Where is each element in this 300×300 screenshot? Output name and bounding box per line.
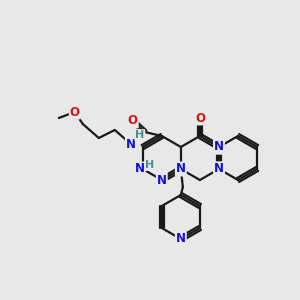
Text: N: N xyxy=(126,137,136,151)
Text: O: O xyxy=(128,115,138,128)
Text: H: H xyxy=(145,160,154,170)
Text: N: N xyxy=(135,163,145,176)
Text: O: O xyxy=(70,106,80,118)
Text: N: N xyxy=(214,163,224,176)
Text: N: N xyxy=(214,140,224,154)
Text: N: N xyxy=(176,163,186,176)
Text: O: O xyxy=(195,112,205,124)
Text: N: N xyxy=(214,140,224,154)
Text: N: N xyxy=(157,173,167,187)
Text: N: N xyxy=(176,232,186,245)
Text: N: N xyxy=(214,163,224,176)
Text: H: H xyxy=(135,130,144,140)
